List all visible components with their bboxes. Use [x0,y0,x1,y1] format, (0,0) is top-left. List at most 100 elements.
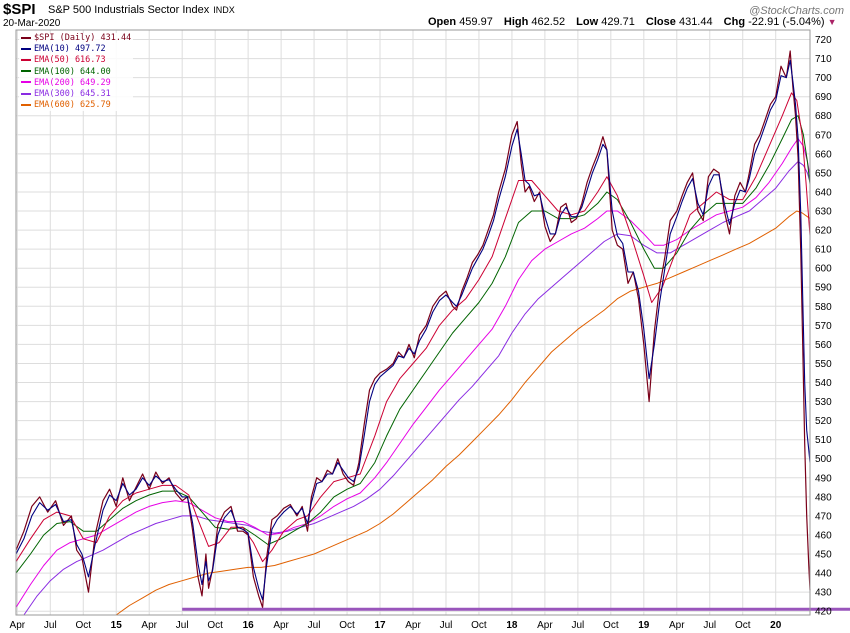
x-tick-label: Jul [703,620,716,631]
legend-label: EMA(100) 644.00 [34,66,111,77]
x-tick-label: Jul [308,620,321,631]
y-tick-label: 470 [815,511,832,522]
open-label: Open [428,16,457,28]
exchange-label: INDX [213,5,235,15]
index-name: S&P 500 Industrials Sector Index INDX [48,4,235,16]
legend-label: EMA(600) 625.79 [34,100,111,111]
open-value: 459.97 [459,16,493,28]
chart-legend: $SPI (Daily) 431.44 EMA(10) 497.72 EMA(50)… [19,33,134,112]
low-label: Low [576,16,599,28]
index-name-text: S&P 500 Industrials Sector Index [48,4,210,16]
down-triangle-icon: ▼ [827,17,837,27]
legend-item-ema100: EMA(100) 644.00 [21,67,131,78]
x-tick-label: Oct [603,620,619,631]
y-tick-label: 430 [815,588,832,599]
y-tick-label: 650 [815,168,832,179]
y-tick-label: 440 [815,569,832,580]
legend-label: $SPI (Daily) 431.44 [34,33,132,43]
x-tick-label: 16 [243,620,255,631]
y-tick-label: 680 [815,111,832,122]
close-value: 431.44 [678,16,713,28]
ohlc-readout: Open 459.97 High 462.52 Low 429.71 Close… [428,16,837,28]
y-tick-label: 420 [815,607,832,618]
y-tick-label: 630 [815,207,832,218]
y-tick-label: 660 [815,149,832,160]
chart-header: $SPI S&P 500 Industrials Sector Index IND… [0,0,850,30]
x-tick-label: Oct [339,620,355,631]
x-tick-label: Jul [44,620,57,631]
close-label: Close [645,16,676,28]
x-tick-label: 17 [374,620,386,631]
legend-label: EMA(10) 497.72 [34,44,106,55]
y-tick-label: 500 [815,454,832,465]
x-tick-label: Apr [141,620,157,631]
legend-label: EMA(50) 616.73 [34,55,106,66]
legend-item-ema300: EMA(300) 645.31 [21,89,131,100]
x-tick-label: 15 [111,620,123,631]
y-tick-label: 450 [815,550,832,561]
legend-swatch [21,81,31,84]
y-tick-label: 570 [815,321,832,332]
high-label: High [503,16,529,28]
legend-item-ema10: EMA(10) 497.72 [21,44,131,55]
series-group [15,50,850,616]
legend-item-ema50: EMA(50) 616.73 [21,55,131,66]
low-value: 429.71 [601,16,635,28]
y-tick-label: 700 [815,73,832,84]
y-tick-label: 580 [815,302,832,313]
series-line-ema600 [115,210,811,616]
y-tick-label: 490 [815,473,832,484]
x-tick-label: 19 [638,620,650,631]
x-tick-label: Oct [735,620,751,631]
y-tick-label: 640 [815,187,832,198]
y-axis: 420 430 440 450 460 470 480 490 500 510 520 530 540 5… [815,35,832,618]
y-tick-label: 610 [815,245,832,256]
legend-swatch [21,58,31,61]
y-tick-label: 560 [815,340,832,351]
x-tick-label: Apr [537,620,553,631]
legend-swatch [21,36,31,39]
series-line-ema10 [15,59,811,601]
y-tick-label: 690 [815,92,832,103]
x-tick-label: Apr [273,620,289,631]
x-tick-label: 18 [506,620,518,631]
x-tick-label: Oct [471,620,487,631]
series-line-ema100 [15,115,811,574]
y-tick-label: 480 [815,492,832,503]
series-line-ema50 [15,92,811,563]
legend-label: EMA(200) 649.29 [34,77,111,88]
legend-item-price: $SPI (Daily) 431.44 [21,33,131,44]
chart-date: 20-Mar-2020 [3,18,61,29]
series-line-ema300 [23,161,811,616]
y-tick-label: 600 [815,264,832,275]
x-tick-label: Apr [10,620,26,631]
x-tick-label: Jul [571,620,584,631]
legend-swatch [21,70,31,73]
y-tick-label: 710 [815,54,832,65]
x-tick-label: Jul [440,620,453,631]
plot-area-border [15,29,811,616]
x-tick-label: Oct [207,620,223,631]
y-tick-label: 520 [815,416,832,427]
high-value: 462.52 [531,16,566,28]
y-tick-label: 510 [815,435,832,446]
stockcharts-watermark: @StockCharts.com [749,5,844,17]
x-tick-label: Oct [75,620,91,631]
legend-item-ema600: EMA(600) 625.79 [21,100,131,111]
legend-label: EMA(300) 645.31 [34,89,111,100]
x-tick-label: Apr [669,620,685,631]
x-tick-label: Jul [176,620,189,631]
ticker-symbol: $SPI [3,1,36,18]
x-tick-label: 20 [770,620,782,631]
x-tick-label: Apr [405,620,421,631]
chg-label: Chg [723,16,746,28]
series-line-price [15,50,811,608]
y-tick-label: 620 [815,226,832,237]
y-tick-label: 550 [815,359,832,370]
series-line-ema200 [15,138,811,608]
y-tick-label: 720 [815,35,832,46]
y-tick-label: 540 [815,378,832,389]
x-axis: Apr Jul Oct 15 Apr Jul Oct 16 Apr Jul Oct 17 Apr Jul O… [10,620,782,631]
legend-item-ema200: EMA(200) 649.29 [21,78,131,89]
